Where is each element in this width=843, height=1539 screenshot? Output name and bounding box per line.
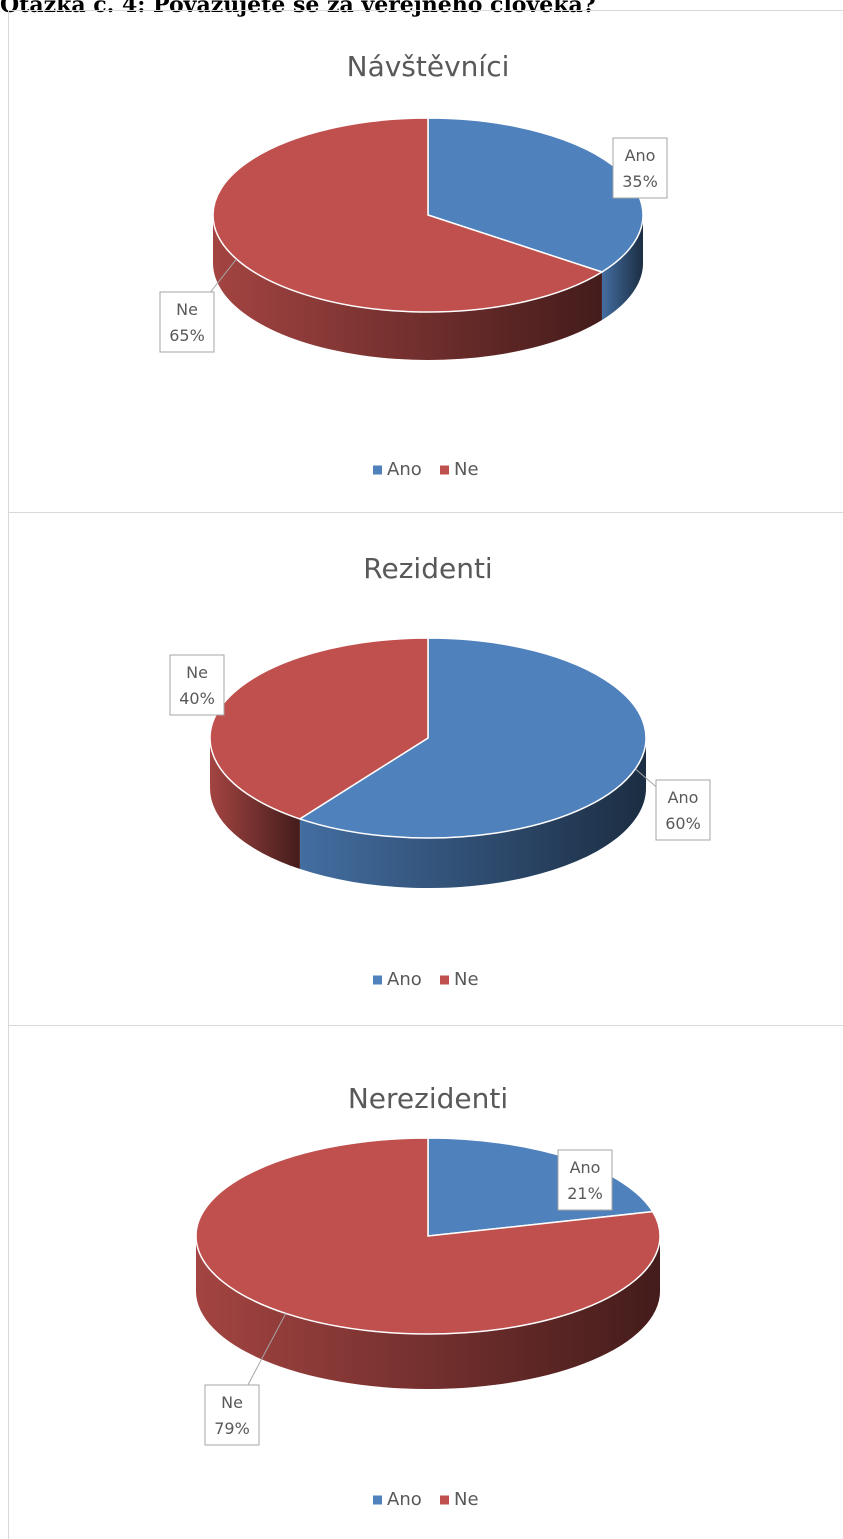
- chart-border: [8, 1025, 843, 1539]
- label-value: 65%: [169, 326, 205, 345]
- label-value: 79%: [214, 1419, 250, 1438]
- heading: Otázka č. 4: Považujete se za veřejného …: [0, 0, 596, 18]
- label-category: Ne: [186, 663, 208, 682]
- label-category: Ne: [221, 1393, 243, 1412]
- side-shade: [299, 738, 646, 888]
- legend-swatch: [373, 465, 382, 475]
- label-box: [169, 654, 225, 716]
- legend-label: Ne: [454, 459, 479, 480]
- pie-slice: [195, 1137, 661, 1335]
- label-category: Ano: [570, 1158, 601, 1177]
- side-shade: [210, 738, 300, 869]
- legend-swatch: [373, 1495, 382, 1505]
- data-label: Ne 40%: [179, 663, 215, 708]
- pie-slice: [298, 637, 647, 839]
- label-value: 60%: [665, 814, 701, 833]
- data-label: Ano 35%: [622, 146, 658, 191]
- side-shade: [196, 1236, 660, 1389]
- pie-slice: [212, 117, 604, 313]
- label-category: Ano: [668, 788, 699, 807]
- data-label: Ne 79%: [214, 1393, 250, 1438]
- label-category: Ne: [176, 300, 198, 319]
- legend-label: Ano: [387, 1489, 422, 1510]
- legend-label: Ano: [387, 459, 422, 480]
- label-value: 40%: [179, 689, 215, 708]
- label-box: [557, 1149, 613, 1211]
- data-label: Ano 60%: [665, 788, 701, 833]
- label-value: 21%: [567, 1184, 603, 1203]
- legend-swatch: [440, 465, 449, 475]
- label-category: Ano: [625, 146, 656, 165]
- label-value: 35%: [622, 172, 658, 191]
- chart-title: Rezidenti: [363, 552, 492, 585]
- data-label: Ano 21%: [567, 1158, 603, 1203]
- legend-swatch: [440, 1495, 449, 1505]
- chart-title: Nerezidenti: [348, 1082, 508, 1115]
- legend-label: Ne: [454, 1489, 479, 1510]
- legend-label: Ne: [454, 969, 479, 990]
- side-shade: [601, 215, 643, 321]
- label-box: [204, 1384, 260, 1446]
- label-box: [159, 291, 215, 353]
- label-box: [655, 779, 711, 841]
- legend-label: Ano: [387, 969, 422, 990]
- data-label: Ne 65%: [169, 300, 205, 345]
- legend-swatch: [373, 975, 382, 985]
- label-box: [612, 137, 668, 199]
- legend-swatch: [440, 975, 449, 985]
- chart-title: Návštěvníci: [347, 50, 510, 83]
- side-shade: [213, 215, 602, 361]
